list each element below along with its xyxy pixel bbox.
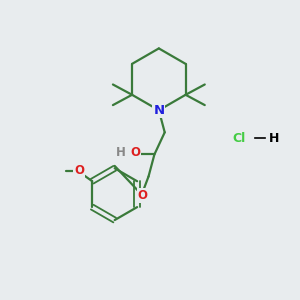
Text: H: H xyxy=(116,146,125,159)
Text: Cl: Cl xyxy=(232,132,245,145)
Text: O: O xyxy=(138,189,148,202)
Text: H: H xyxy=(268,132,279,145)
Text: O: O xyxy=(74,164,84,177)
Text: O: O xyxy=(130,146,140,159)
Text: N: N xyxy=(153,104,164,117)
